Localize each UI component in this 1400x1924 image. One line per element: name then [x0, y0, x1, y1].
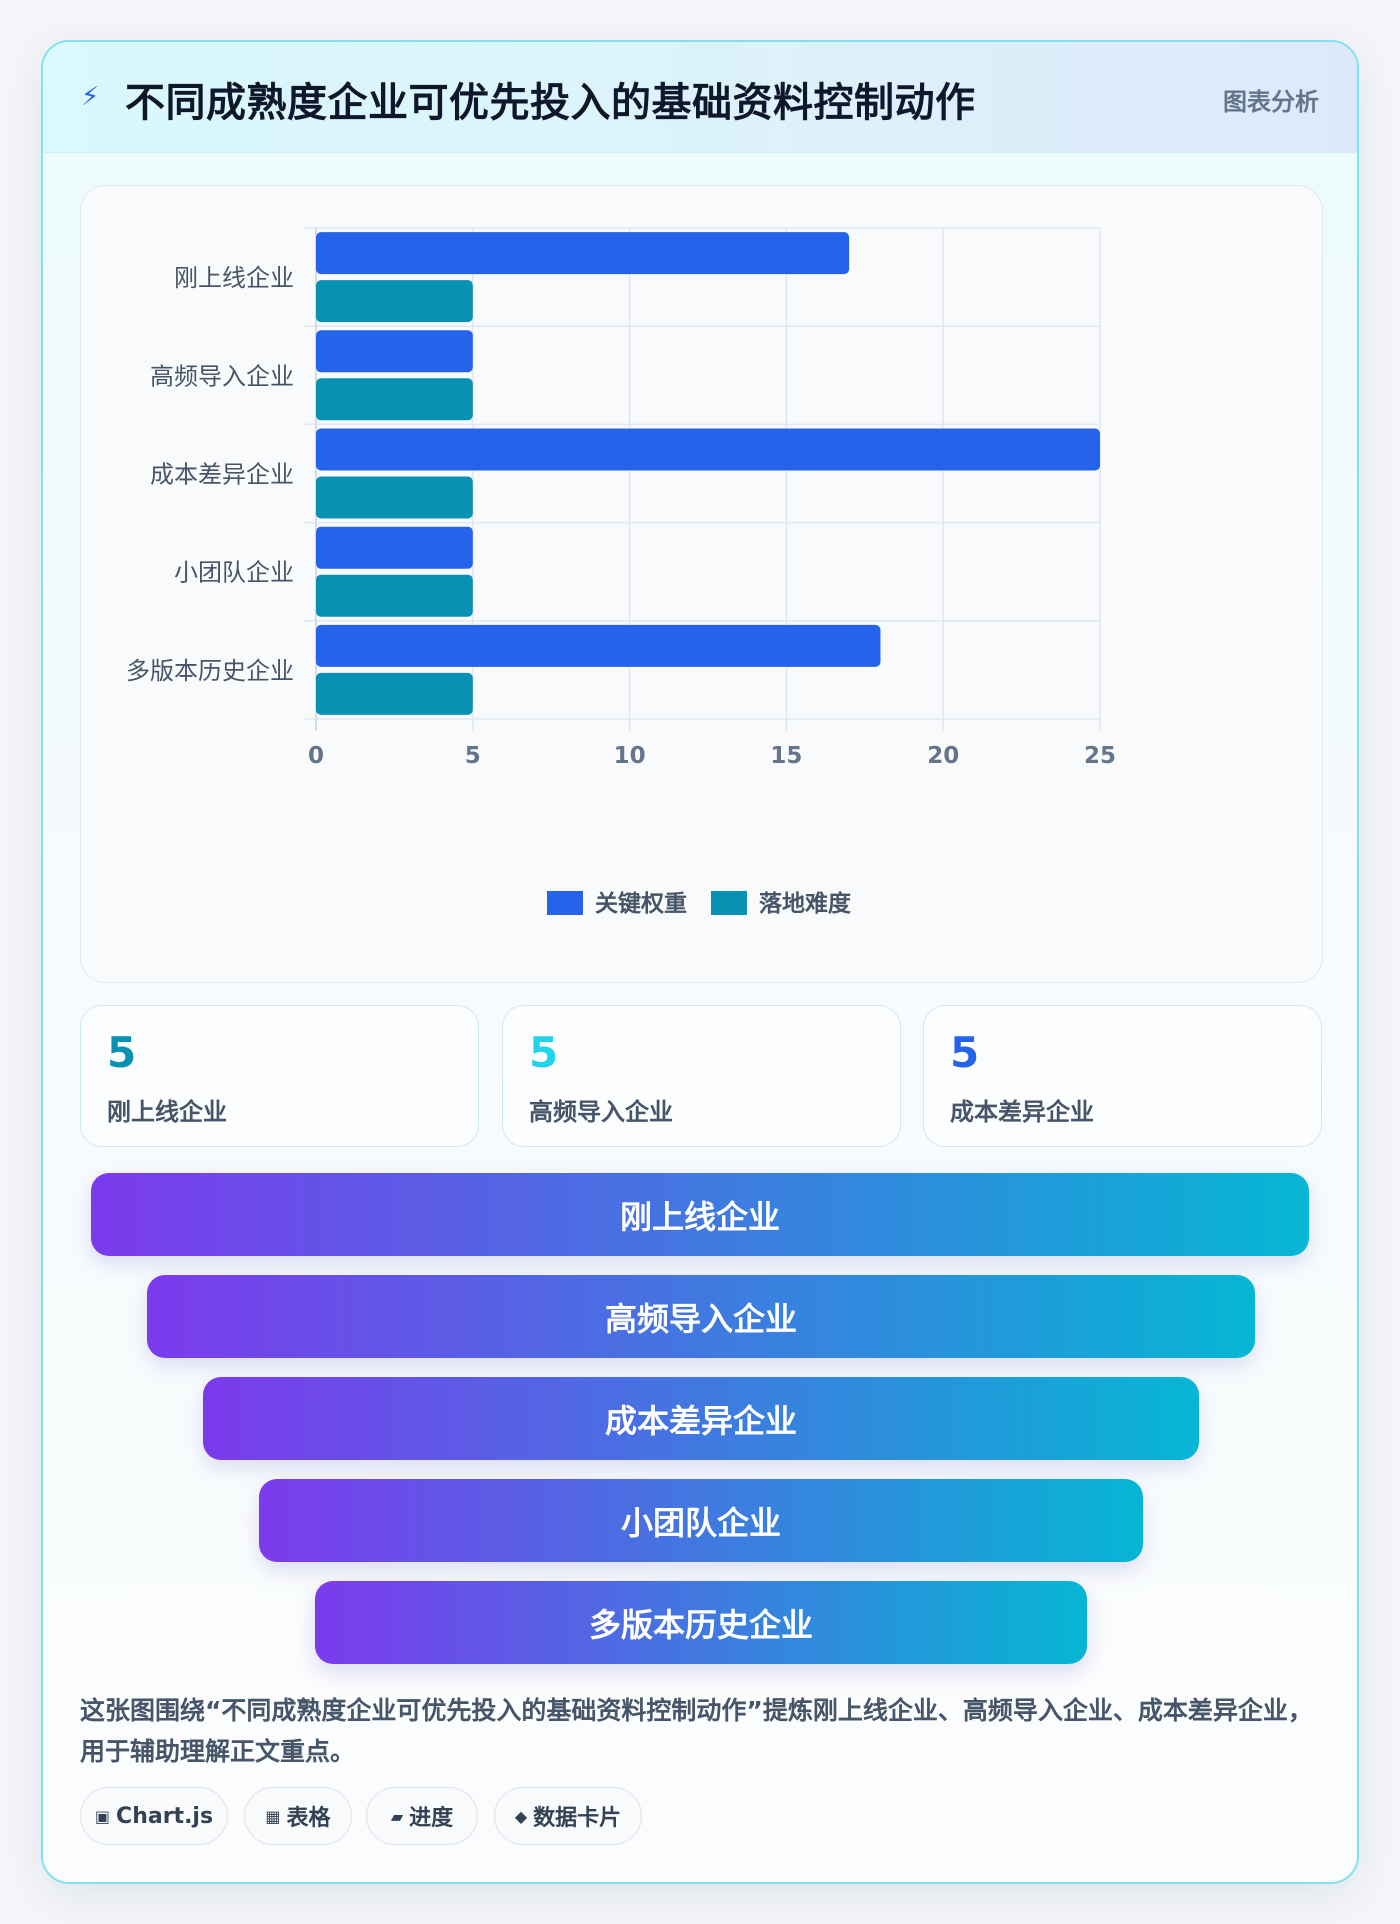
x-tick-label: 0	[308, 743, 324, 769]
stat-value: 5	[107, 1028, 137, 1077]
legend-swatch	[547, 891, 583, 915]
chart-panel: 刚上线企业高频导入企业 成本差异企业小团队企业多版本历史企业 0 5 10 15 20 25 关…	[80, 185, 1323, 983]
funnel-stage-2: 高频导入企业	[147, 1275, 1255, 1358]
x-tick-label: 25	[1084, 743, 1116, 769]
x-tick-label: 15	[770, 743, 802, 769]
category-label: 刚上线企业	[174, 264, 294, 292]
chart-analysis-badge: 图表分析	[1223, 88, 1319, 116]
stat-value: 5	[529, 1028, 559, 1077]
chip-label: 表格	[286, 1806, 331, 1831]
legend-label: 落地难度	[759, 890, 852, 917]
diamond-icon: ◆	[514, 1806, 528, 1826]
category-label: 成本差异企业	[150, 461, 294, 489]
chip-data-card[interactable]: ◆ 数据卡片	[494, 1787, 642, 1845]
stat-label: 成本差异企业	[950, 1098, 1094, 1126]
stat-card-2: 5 高频导入企业	[502, 1005, 901, 1147]
progress-icon: ▰	[390, 1806, 404, 1826]
chart-icon: ▣	[94, 1806, 111, 1826]
bar-difficulty	[316, 280, 473, 323]
bar-difficulty	[316, 574, 473, 617]
chip-table[interactable]: ▦ 表格	[244, 1787, 352, 1845]
bar-difficulty	[316, 378, 473, 421]
stat-value: 5	[950, 1028, 980, 1077]
funnel-stage-3: 成本差异企业	[203, 1377, 1199, 1460]
stat-card-3: 5 成本差异企业	[923, 1005, 1322, 1147]
chart-card: ⚡ 不同成熟度企业可优先投入的基础资料控制动作 图表分析 刚上线企业 高频导入企业…	[41, 40, 1359, 1884]
category-label: 小团队企业	[174, 559, 294, 587]
x-tick-label: 5	[465, 743, 481, 769]
x-tick-label: 10	[614, 743, 646, 769]
chip-chartjs[interactable]: ▣ Chart.js	[80, 1787, 228, 1845]
card-header: ⚡ 不同成熟度企业可优先投入的基础资料控制动作 图表分析	[43, 42, 1357, 153]
legend-label: 关键权重	[595, 890, 687, 917]
page-title: 不同成熟度企业可优先投入的基础资料控制动作	[125, 80, 976, 126]
summary-text: 这张图围绕“不同成熟度企业可优先投入的基础资料控制动作”提炼刚上线企业、高频导入…	[80, 1696, 1313, 1766]
funnel-stage-4: 小团队企业	[259, 1479, 1143, 1562]
bar-key-weight	[316, 624, 881, 667]
funnel-stage-5: 多版本历史企业	[315, 1581, 1087, 1664]
bar-key-weight	[316, 232, 850, 275]
bar-difficulty	[316, 476, 473, 519]
bar-key-weight	[316, 428, 1100, 471]
category-label: 高频导入企业	[150, 362, 294, 390]
category-label: 多版本历史企业	[126, 657, 294, 685]
stat-label: 刚上线企业	[107, 1098, 227, 1126]
chip-label: Chart.js	[116, 1803, 214, 1829]
legend-swatch	[711, 891, 747, 915]
lightning-icon: ⚡	[81, 82, 100, 112]
chip-label: 进度	[409, 1806, 454, 1831]
stat-card-1: 5 刚上线企业	[80, 1005, 479, 1147]
chip-progress[interactable]: ▰ 进度	[366, 1787, 478, 1845]
table-icon: ▦	[265, 1806, 281, 1826]
x-tick-label: 20	[927, 743, 959, 769]
stat-label: 高频导入企业	[529, 1098, 673, 1126]
bar-key-weight	[316, 526, 473, 569]
bar-key-weight	[316, 330, 473, 373]
bar-difficulty	[316, 672, 473, 715]
funnel-stage-1: 刚上线企业	[91, 1173, 1309, 1256]
chip-label: 数据卡片	[533, 1806, 622, 1831]
